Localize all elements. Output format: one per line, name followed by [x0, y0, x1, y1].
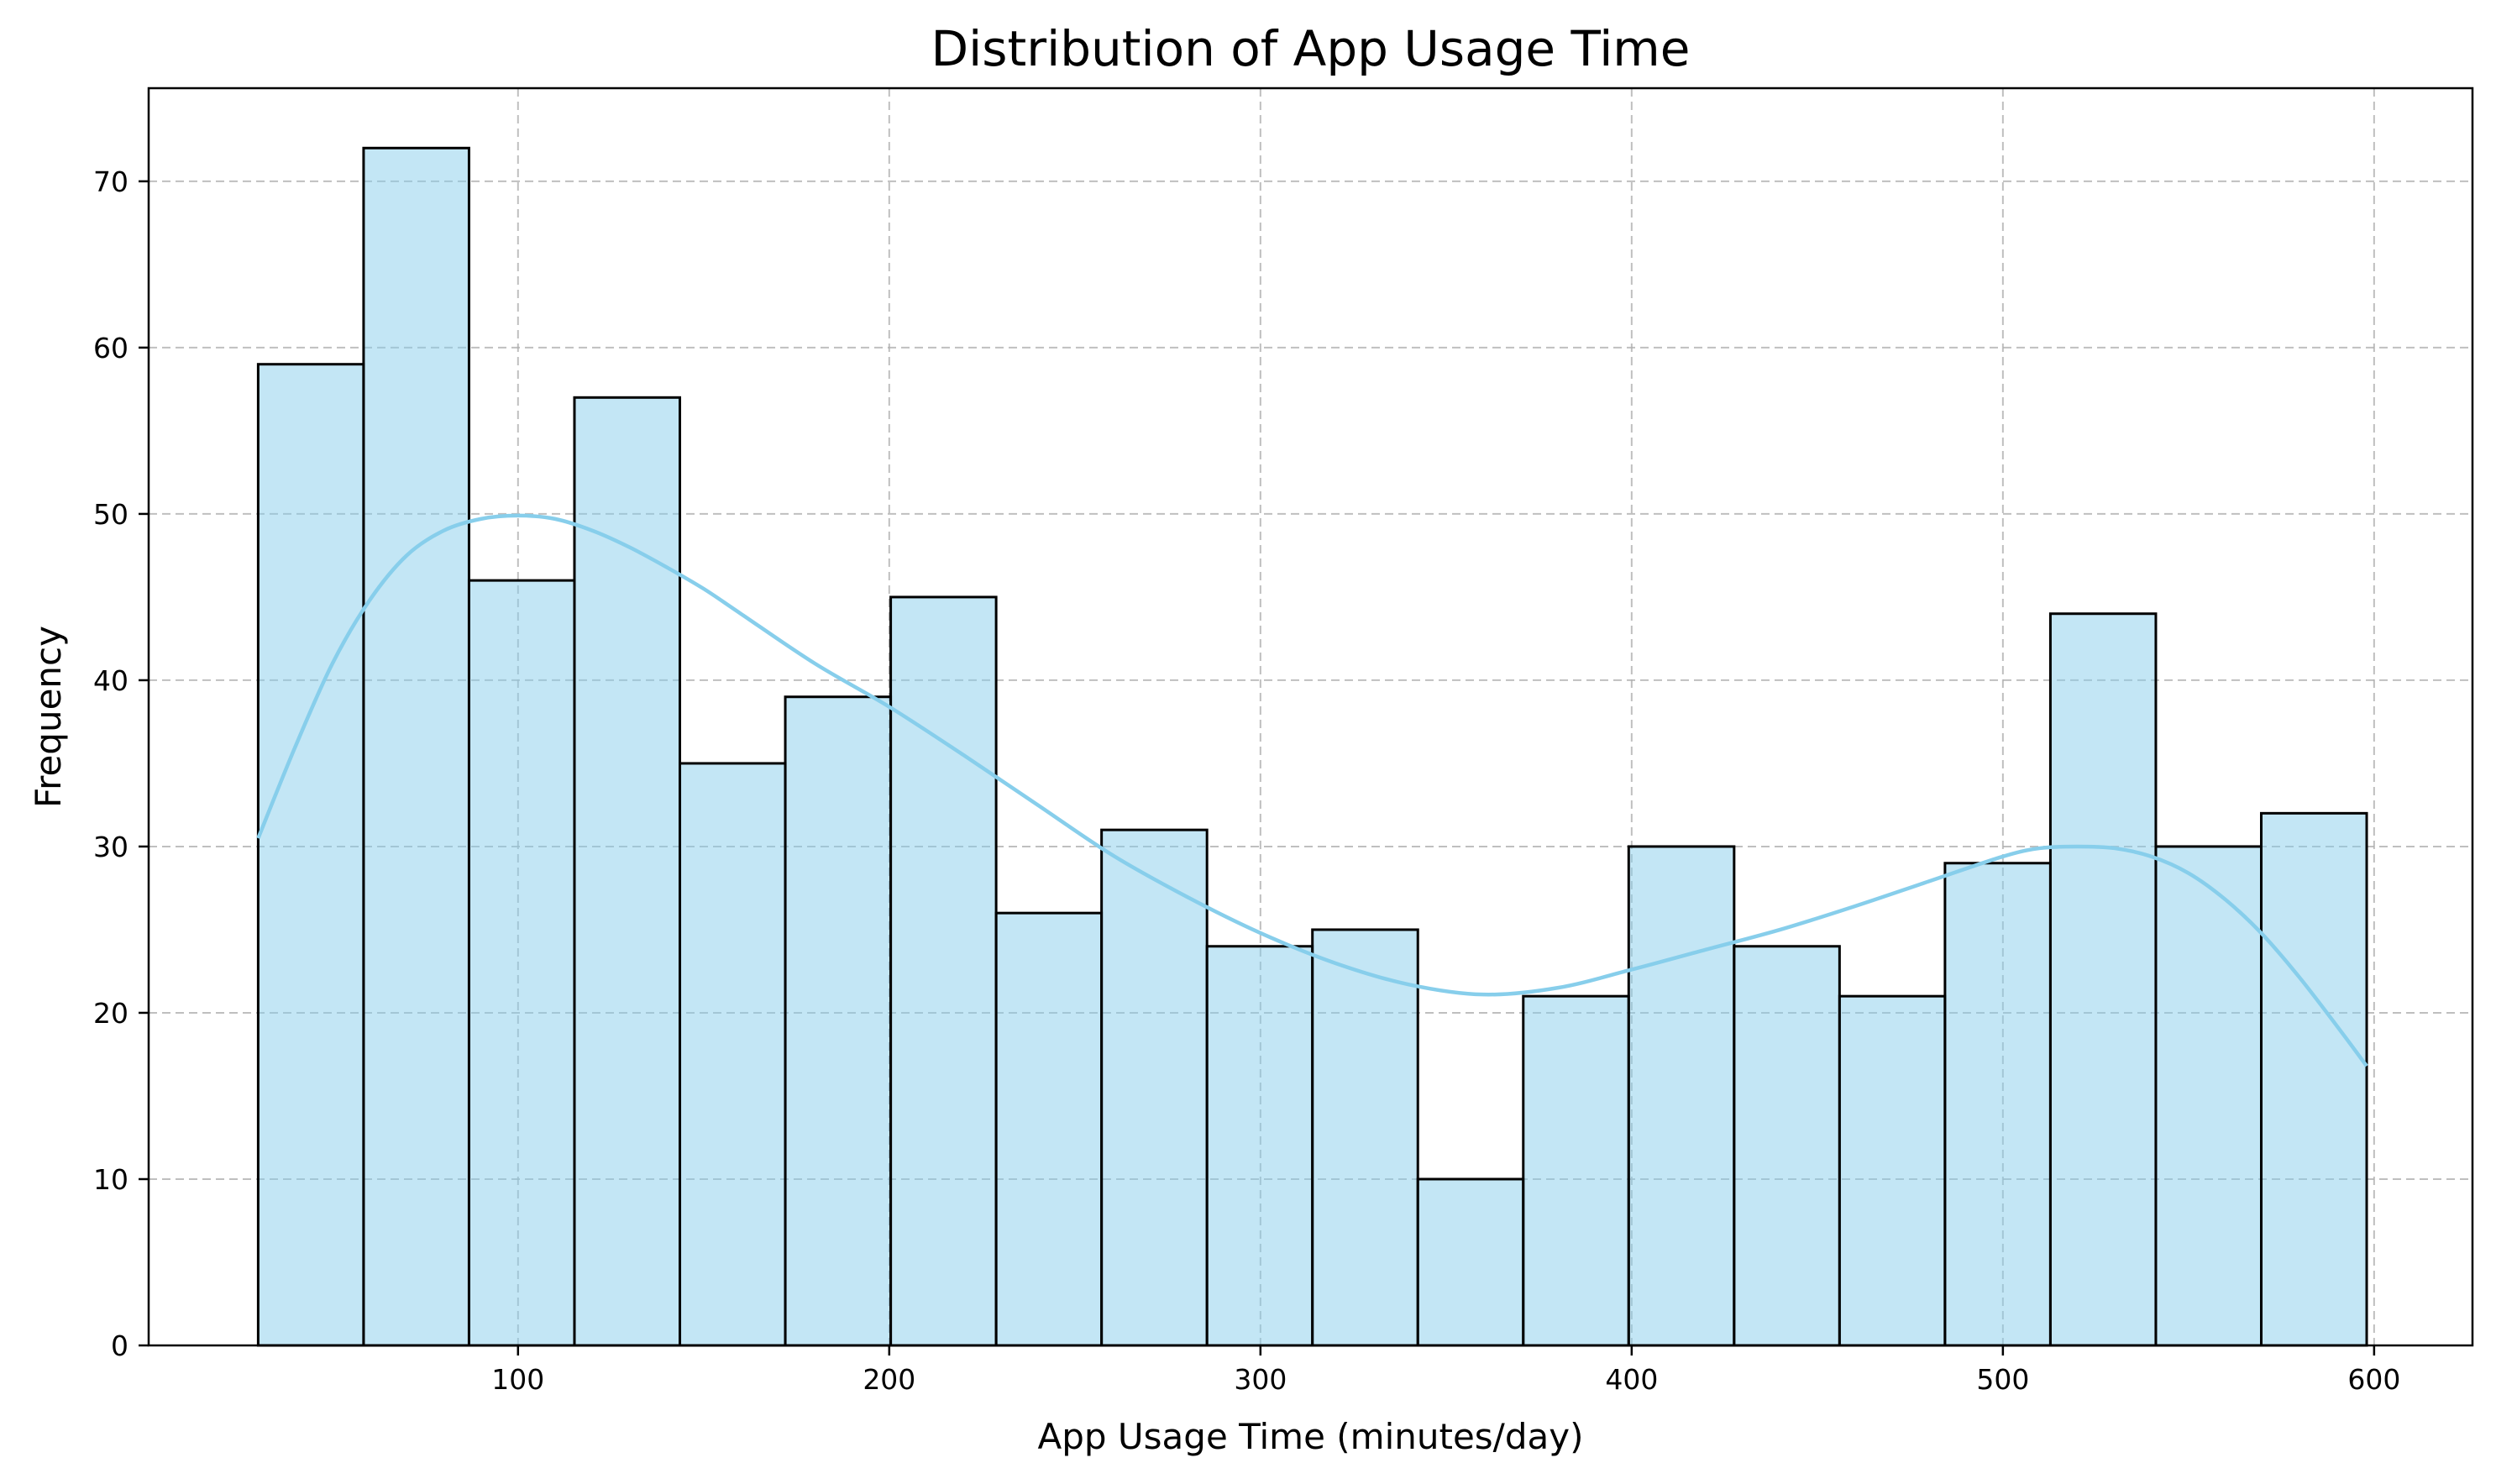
- y-tick-label: 60: [93, 332, 128, 364]
- histogram-bar: [1311, 928, 1419, 1347]
- histogram-bar: [1522, 994, 1630, 1347]
- chart-title: Distribution of App Usage Time: [931, 20, 1691, 77]
- y-axis-label: Frequency: [28, 626, 69, 808]
- x-tick-label: 600: [2347, 1363, 2400, 1396]
- histogram-bar: [2048, 612, 2158, 1347]
- histogram-bar: [679, 762, 787, 1347]
- histogram-bar: [256, 363, 365, 1347]
- x-tick-label: 300: [1234, 1363, 1287, 1396]
- histogram-bars: [256, 146, 2368, 1347]
- histogram-bar: [2259, 811, 2368, 1347]
- histogram-bar: [1416, 1177, 1525, 1347]
- histogram-bar: [1100, 828, 1209, 1347]
- axes-frame: [147, 87, 2474, 1347]
- histogram-bar: [1205, 945, 1314, 1347]
- y-tick-label: 10: [93, 1163, 128, 1196]
- x-tick-label: 500: [1976, 1363, 2029, 1396]
- histogram-bar: [994, 911, 1104, 1347]
- y-tick-label: 70: [93, 165, 128, 198]
- x-axis-label: App Usage Time (minutes/day): [1038, 1416, 1584, 1457]
- x-tick-label: 200: [863, 1363, 915, 1396]
- histogram-bar: [362, 146, 470, 1347]
- x-tick-label: 100: [491, 1363, 544, 1396]
- histogram-bar: [573, 396, 682, 1347]
- histogram-bar: [1627, 845, 1736, 1347]
- histogram-bar: [467, 579, 576, 1347]
- y-tick-label: 40: [93, 664, 128, 697]
- histogram-bar: [1733, 945, 1841, 1347]
- y-tick-label: 20: [93, 997, 128, 1030]
- y-tick-label: 50: [93, 498, 128, 531]
- y-tick-label: 0: [111, 1329, 128, 1362]
- histogram-bar: [2154, 845, 2263, 1347]
- histogram-bar: [784, 695, 893, 1347]
- kde-curve: [256, 513, 2368, 1067]
- histogram-bar: [1943, 862, 2052, 1347]
- histogram-bar: [1838, 994, 1947, 1347]
- y-tick-label: 30: [93, 831, 128, 863]
- x-tick-label: 400: [1605, 1363, 1658, 1396]
- histogram-bar: [889, 595, 998, 1347]
- axis-ticks: 100 200 300 400 500 600 0 10 20 30 40 50 60 70: [93, 165, 2400, 1396]
